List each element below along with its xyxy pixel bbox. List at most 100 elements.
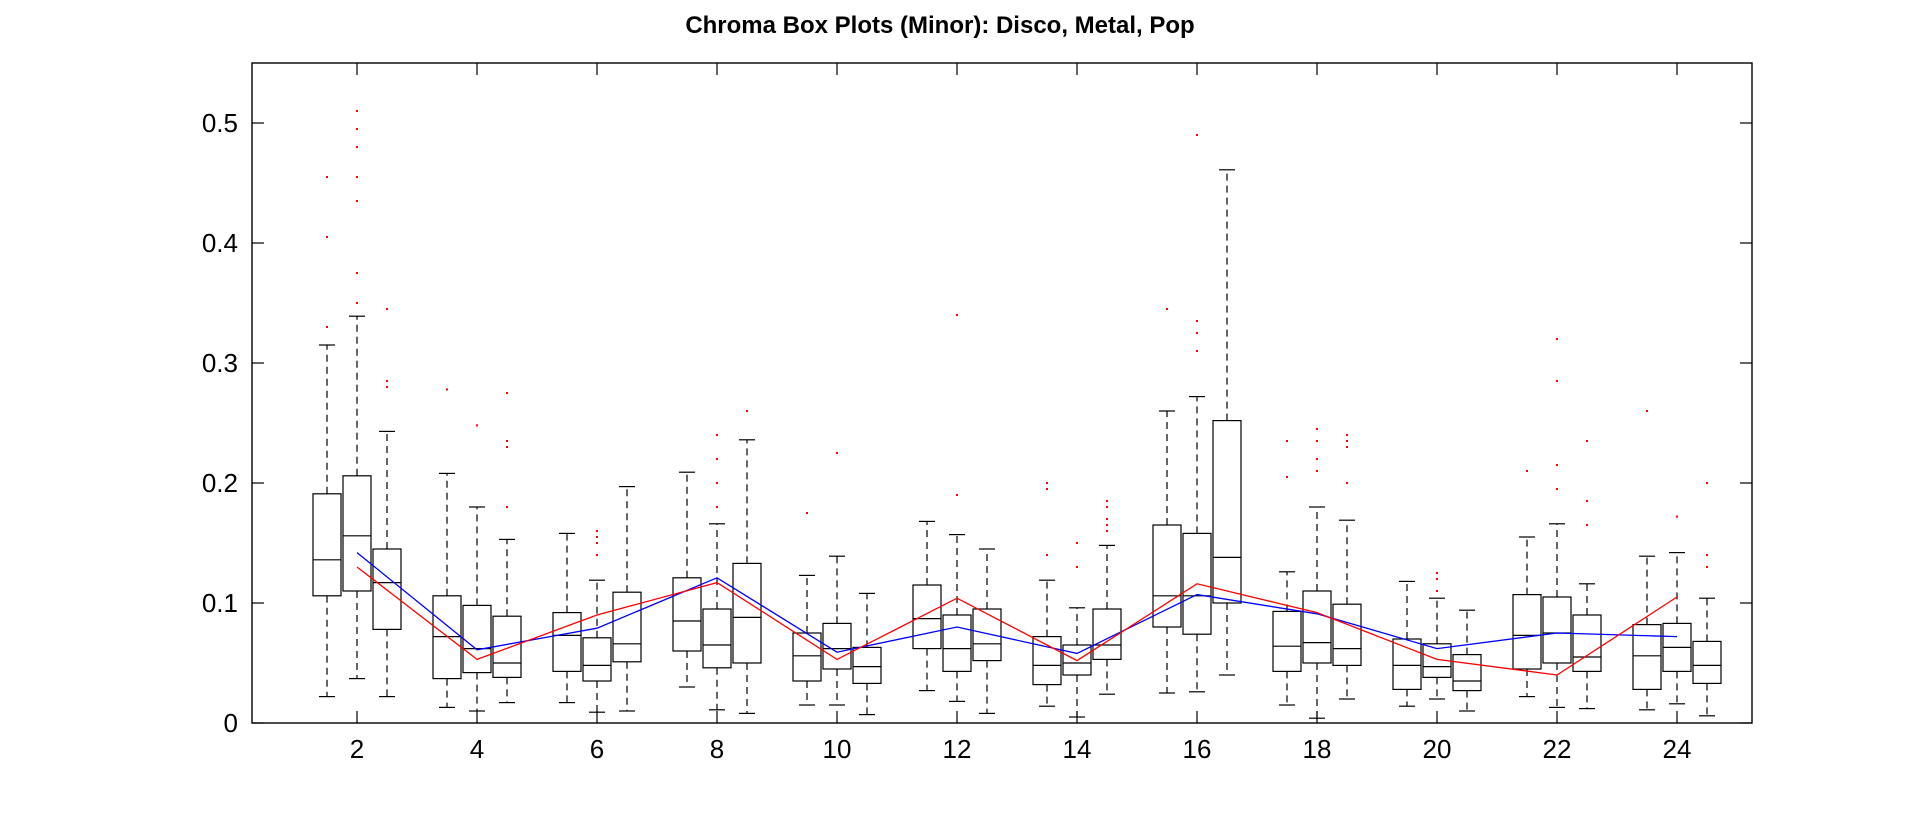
outlier-point bbox=[506, 392, 508, 394]
outlier-point bbox=[1286, 476, 1288, 478]
outlier-point bbox=[1106, 506, 1108, 508]
chart-title: Chroma Box Plots (Minor): Disco, Metal, … bbox=[685, 12, 1194, 39]
box-iqr bbox=[372, 548, 402, 631]
outlier-point bbox=[356, 176, 358, 178]
x-tick-label: 16 bbox=[1183, 734, 1212, 764]
box-iqr bbox=[1092, 608, 1122, 661]
outlier-point bbox=[386, 386, 388, 388]
box-14 bbox=[822, 452, 852, 706]
outlier-point bbox=[1436, 572, 1438, 574]
box-13 bbox=[792, 512, 822, 706]
box-iqr bbox=[1452, 653, 1482, 692]
outlier-point bbox=[1346, 440, 1348, 442]
outlier-point bbox=[1046, 488, 1048, 490]
box-12 bbox=[732, 410, 762, 715]
series-line-1 bbox=[356, 552, 1678, 655]
outlier-point bbox=[956, 494, 958, 496]
box-iqr bbox=[552, 611, 582, 672]
outlier-point bbox=[1586, 524, 1588, 526]
outlier-point bbox=[1646, 410, 1648, 412]
outlier-point bbox=[1556, 488, 1558, 490]
box-31 bbox=[1512, 470, 1542, 698]
outlier-point bbox=[356, 302, 358, 304]
outlier-point bbox=[1076, 542, 1078, 544]
x-tick-label: 18 bbox=[1303, 734, 1332, 764]
outlier-point bbox=[1346, 482, 1348, 484]
outlier-point bbox=[1556, 338, 1558, 340]
outlier-point bbox=[1196, 332, 1198, 334]
box-5 bbox=[462, 424, 492, 712]
x-tick-label: 4 bbox=[470, 734, 484, 764]
outlier-point bbox=[836, 452, 838, 454]
outlier-point bbox=[1436, 590, 1438, 592]
outlier-point bbox=[1196, 320, 1198, 322]
outlier-point bbox=[1046, 482, 1048, 484]
box-8 bbox=[582, 530, 612, 713]
outlier-point bbox=[1346, 434, 1348, 436]
box-23 bbox=[1182, 134, 1212, 693]
box-iqr bbox=[1542, 596, 1572, 664]
outlier-point bbox=[356, 200, 358, 202]
x-tick-label: 10 bbox=[823, 734, 852, 764]
box-15 bbox=[852, 592, 882, 716]
box-iqr bbox=[1062, 644, 1092, 676]
outlier-point bbox=[1346, 446, 1348, 448]
outlier-point bbox=[356, 272, 358, 274]
box-iqr bbox=[1392, 638, 1422, 691]
outlier-point bbox=[746, 410, 748, 412]
x-tick-label: 20 bbox=[1423, 734, 1452, 764]
outlier-point bbox=[806, 512, 808, 514]
outlier-point bbox=[476, 424, 478, 427]
x-axis: 2 4 6 8 10 12 14 16 18 20 22 24 bbox=[350, 63, 1691, 764]
outlier-point bbox=[716, 434, 718, 436]
box-28 bbox=[1392, 580, 1422, 707]
outlier-point bbox=[386, 308, 388, 310]
box-30 bbox=[1452, 609, 1482, 712]
outlier-point bbox=[506, 440, 508, 442]
outlier-point bbox=[596, 554, 598, 556]
outlier-point bbox=[1316, 440, 1318, 442]
box-34 bbox=[1632, 410, 1662, 711]
outlier-point bbox=[1106, 524, 1108, 526]
outlier-point bbox=[356, 128, 358, 130]
outlier-point bbox=[356, 146, 358, 148]
box-26 bbox=[1302, 428, 1332, 719]
box-iqr bbox=[312, 493, 342, 597]
outlier-point bbox=[326, 176, 328, 178]
box-group bbox=[312, 110, 1722, 719]
x-tick-label: 8 bbox=[710, 734, 724, 764]
box-iqr bbox=[1032, 635, 1062, 686]
box-24 bbox=[1212, 169, 1242, 676]
x-tick-label: 12 bbox=[943, 734, 972, 764]
box-18 bbox=[972, 548, 1002, 715]
outlier-point bbox=[1436, 578, 1438, 580]
outlier-point bbox=[1586, 440, 1588, 442]
y-tick-label: 0.4 bbox=[202, 228, 238, 258]
outlier-point bbox=[1316, 458, 1318, 460]
y-axis: 0 0.1 0.2 0.3 0.4 0.5 bbox=[202, 108, 1752, 738]
box-36 bbox=[1692, 482, 1722, 717]
outlier-point bbox=[1046, 554, 1048, 556]
outlier-point bbox=[1166, 308, 1168, 310]
box-iqr bbox=[912, 584, 942, 650]
outlier-point bbox=[1556, 380, 1558, 382]
outlier-point bbox=[1676, 515, 1678, 518]
outlier-point bbox=[506, 446, 508, 448]
outlier-point bbox=[1586, 500, 1588, 502]
box-iqr bbox=[732, 562, 762, 664]
y-tick-label: 0 bbox=[224, 708, 238, 738]
outlier-point bbox=[716, 506, 718, 508]
outlier-point bbox=[356, 110, 358, 112]
x-tick-label: 14 bbox=[1063, 734, 1092, 764]
box-33 bbox=[1572, 440, 1602, 710]
box-3 bbox=[372, 308, 402, 698]
box-iqr bbox=[462, 604, 492, 674]
box-iqr bbox=[1212, 420, 1242, 604]
x-tick-label: 22 bbox=[1543, 734, 1572, 764]
box-iqr bbox=[342, 475, 372, 592]
box-iqr bbox=[1152, 524, 1182, 628]
box-iqr bbox=[822, 622, 852, 670]
box-32 bbox=[1542, 338, 1572, 709]
y-tick-label: 0.2 bbox=[202, 468, 238, 498]
